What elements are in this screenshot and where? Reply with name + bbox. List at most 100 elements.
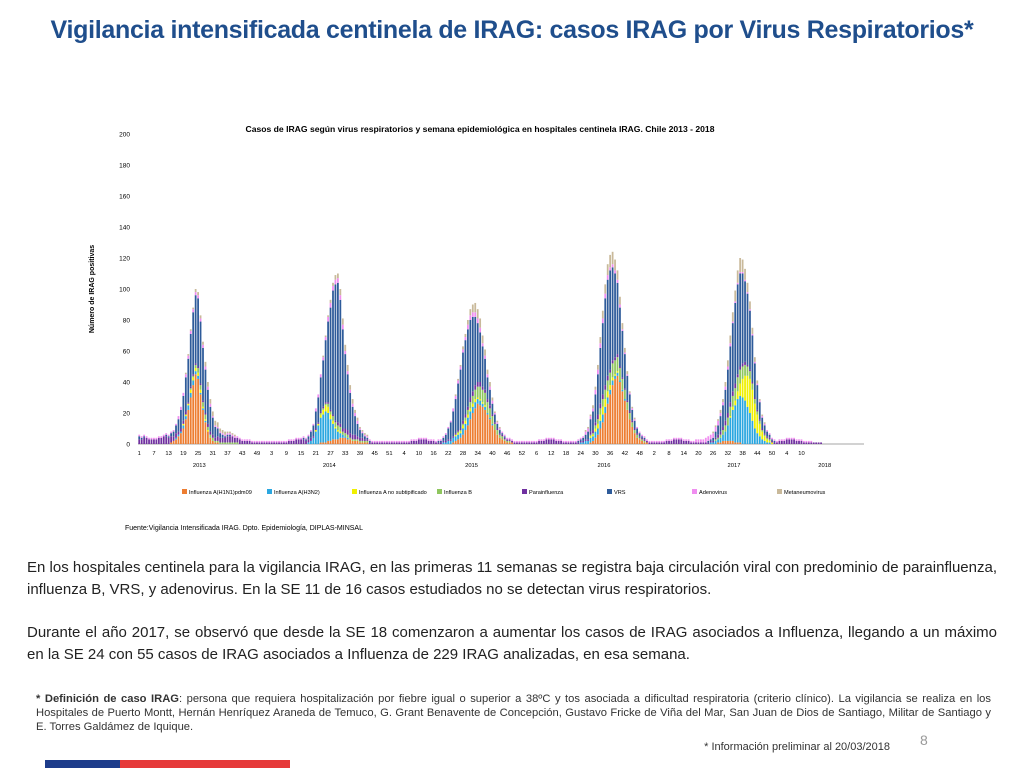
bar-segment (459, 430, 462, 432)
bar-segment (359, 426, 361, 429)
bar-segment (481, 402, 484, 404)
bar-segment (447, 428, 450, 440)
bar-segment (498, 426, 501, 429)
bar-segment (756, 414, 759, 434)
bar-segment (400, 442, 403, 444)
bar-segment (214, 420, 217, 426)
bar-segment (187, 358, 190, 403)
bar-segment (481, 389, 484, 403)
bar-segment (314, 411, 317, 429)
bar-segment (601, 406, 604, 415)
bar-segment (332, 416, 334, 421)
bar-segment (459, 437, 462, 444)
bar-segment (363, 433, 366, 435)
bar-segment (167, 437, 170, 444)
legend-label: Influenza B (444, 490, 472, 496)
bar-segment (329, 440, 332, 444)
bar-segment (582, 442, 585, 444)
bar-segment (310, 440, 312, 444)
x-tick-label: 1 (138, 451, 141, 457)
bar-segment (599, 420, 602, 429)
bar-segment (616, 371, 619, 373)
legend-swatch (522, 489, 527, 494)
bar-segment (761, 430, 764, 432)
bar-segment (457, 433, 459, 435)
bar-segment (184, 411, 187, 415)
bar-segment (177, 434, 180, 437)
bar-segment (486, 414, 489, 444)
x-tick-label: 33 (342, 451, 348, 457)
bar-segment (722, 426, 724, 431)
bar-segment (746, 375, 749, 407)
bar-segment (302, 439, 305, 444)
bar-segment (366, 442, 369, 444)
bar-segment (619, 380, 621, 382)
bar-segment (724, 382, 727, 387)
bar-segment (503, 436, 506, 438)
bar-segment (415, 439, 418, 441)
bar-segment (790, 439, 793, 444)
x-tick-label: 3 (270, 451, 273, 457)
bar-segment (704, 442, 707, 444)
bar-segment (334, 422, 337, 427)
bar-segment (535, 440, 538, 443)
bar-segment (334, 284, 337, 421)
bar-segment (560, 440, 562, 444)
bar-segment (528, 442, 531, 444)
bar-segment (408, 440, 410, 443)
bar-segment (143, 436, 146, 438)
bar-segment (633, 419, 636, 421)
bar-segment (349, 392, 352, 434)
bar-segment (592, 433, 594, 435)
bar-segment (486, 377, 489, 400)
bar-segment (327, 403, 329, 407)
x-tick-label: 32 (725, 451, 731, 457)
bar-segment (459, 366, 462, 370)
bar-segment (633, 430, 636, 434)
bar-segment (518, 440, 521, 443)
bar-segment (221, 430, 224, 434)
bar-segment (616, 372, 619, 376)
y-tick-label: 40 (123, 380, 131, 387)
bar-segment (444, 433, 447, 435)
bar-segment (339, 289, 342, 296)
bar-segment (709, 439, 712, 441)
x-tick-label: 48 (636, 451, 642, 457)
x-tick-label: 38 (739, 451, 745, 457)
bar-segment (474, 302, 477, 313)
bar-segment (766, 437, 769, 440)
bar-segment (717, 437, 719, 440)
bar-segment (432, 439, 435, 441)
bar-segment (726, 425, 729, 441)
bar-segment (768, 440, 771, 443)
bar-segment (513, 440, 516, 443)
bar-segment (739, 395, 742, 443)
bar-segment (413, 439, 415, 441)
bar-segment (520, 442, 523, 444)
bar-segment (476, 399, 479, 404)
bar-segment (356, 423, 359, 437)
legend-swatch (607, 489, 612, 494)
bar-segment (579, 437, 582, 440)
bar-segment (668, 439, 670, 441)
bar-segment (305, 440, 307, 444)
bar-segment (214, 425, 217, 427)
bar-segment (628, 392, 631, 395)
bar-segment (209, 406, 212, 432)
bar-segment (150, 437, 153, 440)
bar-segment (805, 440, 808, 443)
bar-segment (447, 426, 450, 429)
bar-segment (729, 346, 732, 403)
bar-segment (535, 442, 538, 444)
bar-segment (346, 434, 349, 438)
bar-segment (182, 395, 185, 421)
bar-segment (628, 413, 631, 420)
bar-segment (552, 439, 555, 444)
bar-segment (437, 442, 440, 444)
x-year-label: 2016 (598, 463, 611, 469)
x-tick-label: 14 (681, 451, 688, 457)
bar-segment (457, 434, 459, 440)
bar-segment (734, 400, 737, 406)
bar-segment (241, 440, 244, 444)
x-year-label: 2015 (465, 463, 478, 469)
